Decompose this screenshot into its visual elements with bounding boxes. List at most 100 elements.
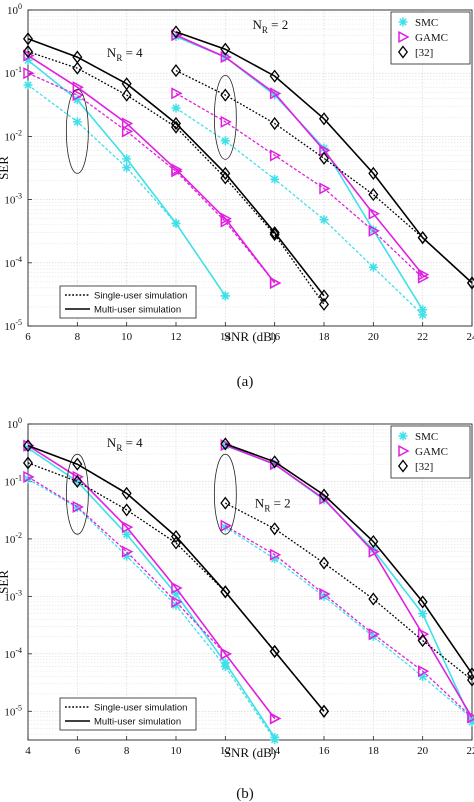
data-point-diamond bbox=[417, 595, 428, 609]
data-point-diamond bbox=[466, 673, 474, 687]
data-point-star bbox=[72, 476, 82, 486]
series-line-nr4-star-solid bbox=[27, 447, 276, 738]
series-line-nr4-triangle-dashed bbox=[27, 72, 276, 284]
y-tick-label: 10-5 bbox=[4, 318, 22, 333]
x-tick-label: 10 bbox=[121, 331, 133, 343]
data-point-diamond bbox=[170, 529, 182, 544]
line-legend: Single-user simulation Multi-user simulat… bbox=[59, 697, 197, 731]
data-point-diamond bbox=[121, 77, 132, 91]
x-tick-label: 8 bbox=[75, 331, 81, 343]
data-point-diamond bbox=[170, 536, 182, 550]
data-point-star bbox=[72, 117, 82, 127]
data-point-star bbox=[418, 672, 428, 682]
data-point-star bbox=[23, 55, 33, 65]
data-point-star bbox=[122, 529, 132, 539]
y-tick-label: 10-2 bbox=[4, 128, 22, 143]
chart-panel-b: 4 6 8 10 12 14 16 18 20 22 10-5 10-4 10-3 10-2 10-1 100… bbox=[0, 416, 474, 802]
x-tick-label: 14 bbox=[220, 331, 232, 343]
series-line-nr2-triangle-dashed bbox=[224, 525, 473, 718]
legend-marker bbox=[397, 459, 409, 473]
data-point-diamond bbox=[220, 437, 231, 451]
x-tick-label: 12 bbox=[171, 331, 182, 343]
data-point-star bbox=[72, 503, 82, 513]
legend-marker bbox=[398, 444, 410, 458]
data-point-triangle bbox=[220, 115, 232, 128]
series-line-nr2-triangle-solid bbox=[175, 34, 424, 276]
data-point-star bbox=[418, 305, 428, 315]
y-tick-label: 10-3 bbox=[4, 192, 22, 207]
data-point-diamond bbox=[466, 667, 474, 681]
y-tick-label: 10-1 bbox=[4, 65, 22, 80]
data-point-star bbox=[23, 80, 33, 90]
series-line-nr4-diamond-solid bbox=[27, 38, 325, 297]
series-line-nr4-star-dashed bbox=[27, 478, 276, 741]
legend-entry-label: GAMC bbox=[415, 32, 448, 44]
y-tick-label: 10-4 bbox=[4, 646, 22, 661]
data-point-diamond bbox=[269, 227, 280, 242]
data-point-triangle bbox=[269, 712, 282, 725]
data-point-triangle bbox=[72, 470, 84, 483]
y-tick-label: 10-5 bbox=[4, 703, 22, 718]
series-group bbox=[22, 25, 474, 320]
y-tick-label: 100 bbox=[7, 416, 22, 431]
data-point-triangle bbox=[269, 548, 282, 561]
x-tick-label: 22 bbox=[467, 745, 474, 757]
x-tick-label: 10 bbox=[171, 745, 183, 757]
data-point-triangle bbox=[171, 163, 183, 176]
x-tick-label: 22 bbox=[417, 331, 428, 343]
data-point-triangle bbox=[121, 125, 134, 138]
data-point-triangle bbox=[171, 87, 183, 100]
x-tick-label: 20 bbox=[417, 745, 429, 757]
data-point-star bbox=[368, 262, 378, 272]
data-point-diamond bbox=[368, 592, 379, 606]
group-ellipse bbox=[65, 88, 89, 174]
data-point-triangle bbox=[121, 117, 134, 130]
series-line-nr2-diamond-solid bbox=[225, 443, 473, 675]
data-point-diamond bbox=[72, 50, 83, 64]
data-point-diamond bbox=[220, 166, 231, 180]
data-point-triangle bbox=[121, 521, 134, 534]
data-point-triangle bbox=[467, 711, 474, 724]
series-line-nr2-star-dashed bbox=[224, 526, 473, 719]
x-tick-label: 18 bbox=[368, 745, 380, 757]
data-point-triangle bbox=[23, 470, 35, 483]
x-tick-label: 12 bbox=[220, 745, 231, 757]
y-tick-label: 10-1 bbox=[4, 473, 22, 488]
data-point-star bbox=[220, 291, 230, 301]
data-point-diamond bbox=[466, 276, 474, 290]
data-point-diamond bbox=[417, 231, 428, 245]
x-tick-label: 18 bbox=[319, 331, 331, 343]
data-point-diamond bbox=[170, 116, 182, 131]
data-point-diamond bbox=[269, 644, 280, 659]
data-point-diamond bbox=[121, 486, 132, 500]
data-point-star bbox=[418, 609, 428, 619]
x-tick-label: 4 bbox=[25, 745, 31, 757]
x-tick-label: 6 bbox=[75, 745, 81, 757]
y-tick-label: 10-2 bbox=[4, 531, 22, 546]
legend-box bbox=[59, 285, 197, 319]
x-tick-label: 8 bbox=[124, 745, 130, 757]
legend-box bbox=[59, 697, 197, 731]
data-point-diamond bbox=[220, 88, 231, 102]
data-point-diamond bbox=[220, 42, 231, 56]
data-point-diamond bbox=[72, 61, 83, 75]
nr-annotation: NR = 4 bbox=[107, 45, 143, 63]
data-point-diamond bbox=[318, 112, 330, 126]
x-tick-label: 16 bbox=[319, 745, 331, 757]
data-point-diamond bbox=[269, 455, 280, 469]
x-tick-label: 24 bbox=[467, 331, 474, 343]
nr-annotation: NR = 2 bbox=[252, 17, 288, 35]
data-point-star bbox=[270, 554, 280, 564]
x-axis-label: SNR (dB) bbox=[224, 745, 276, 760]
axes-frame bbox=[27, 423, 473, 741]
data-point-triangle bbox=[368, 207, 380, 220]
series-line-nr2-diamond-solid bbox=[175, 31, 473, 284]
data-point-star bbox=[220, 522, 230, 532]
data-point-triangle bbox=[319, 587, 331, 601]
data-point-triangle bbox=[417, 268, 430, 281]
series-line-nr2-triangle-dashed bbox=[175, 92, 424, 279]
data-point-triangle bbox=[368, 224, 380, 237]
data-point-diamond bbox=[368, 188, 379, 202]
data-point-triangle bbox=[269, 87, 282, 100]
